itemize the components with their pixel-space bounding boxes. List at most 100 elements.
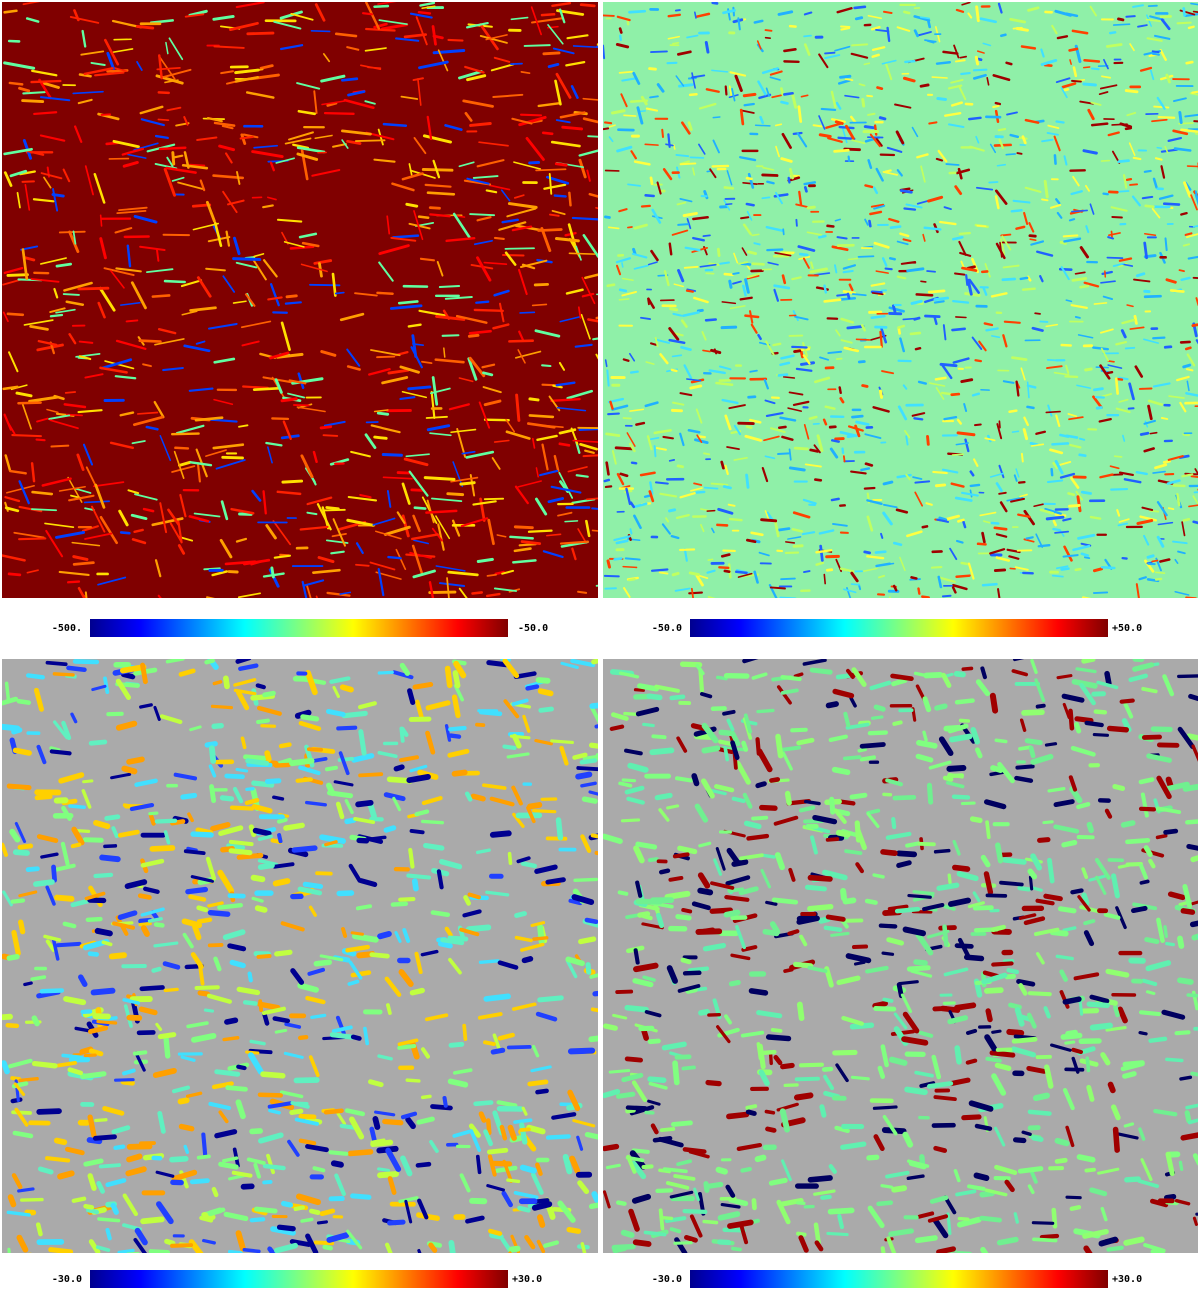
- texture: [377, 568, 385, 597]
- texture: [545, 1134, 571, 1140]
- texture: [22, 91, 46, 95]
- texture: [567, 1047, 596, 1055]
- texture: [1076, 1154, 1096, 1163]
- texture: [370, 1138, 386, 1144]
- texture: [39, 96, 71, 102]
- texture: [798, 1062, 824, 1068]
- texture: [208, 745, 217, 764]
- texture: [434, 358, 465, 364]
- texture: [780, 157, 793, 163]
- texture: [615, 989, 634, 994]
- texture: [264, 778, 282, 785]
- texture: [470, 793, 486, 802]
- texture: [791, 528, 804, 533]
- texture: [882, 997, 894, 1003]
- texture: [154, 559, 162, 578]
- texture: [892, 584, 898, 592]
- texture: [1026, 384, 1037, 389]
- texture: [902, 926, 927, 937]
- texture: [156, 1201, 174, 1225]
- texture: [1136, 519, 1154, 526]
- texture: [81, 789, 92, 809]
- texture: [540, 227, 552, 253]
- texture: [966, 278, 973, 296]
- texture: [863, 486, 876, 490]
- texture: [66, 665, 87, 673]
- texture: [1167, 891, 1186, 901]
- texture: [702, 942, 727, 952]
- texture: [21, 180, 35, 183]
- texture: [49, 313, 64, 318]
- texture: [93, 481, 125, 488]
- texture: [166, 106, 182, 112]
- texture: [699, 263, 717, 268]
- texture: [248, 824, 257, 838]
- texture: [802, 659, 827, 666]
- texture: [735, 760, 751, 785]
- texture: [615, 42, 630, 49]
- texture: [700, 523, 705, 533]
- texture: [668, 327, 680, 341]
- texture: [84, 591, 88, 598]
- texture: [1121, 318, 1136, 325]
- texture: [569, 1155, 581, 1174]
- texture: [968, 116, 982, 121]
- texture: [673, 1174, 696, 1181]
- texture: [211, 570, 229, 577]
- texture: [402, 928, 411, 943]
- texture: [808, 415, 818, 420]
- texture: [395, 548, 407, 571]
- texture: [765, 340, 775, 356]
- texture: [886, 937, 905, 946]
- texture: [957, 1216, 982, 1228]
- texture: [960, 260, 965, 269]
- texture: [497, 960, 519, 970]
- texture: [1016, 152, 1023, 155]
- texture: [287, 392, 306, 399]
- texture: [6, 273, 29, 277]
- texture: [1059, 240, 1067, 245]
- texture: [431, 497, 463, 503]
- texture: [118, 509, 129, 527]
- texture: [177, 544, 186, 555]
- texture: [262, 1163, 286, 1171]
- texture: [35, 438, 46, 442]
- texture: [565, 288, 584, 295]
- texture: [1143, 241, 1148, 260]
- texture: [129, 802, 155, 812]
- texture: [934, 703, 948, 711]
- texture: [574, 343, 593, 348]
- texture: [499, 1124, 508, 1141]
- texture: [7, 1194, 17, 1208]
- texture: [677, 984, 701, 993]
- texture: [722, 1227, 746, 1233]
- texture: [420, 949, 439, 957]
- texture: [558, 442, 571, 447]
- texture: [110, 1202, 119, 1215]
- texture: [88, 1048, 104, 1057]
- texture: [140, 925, 150, 937]
- texture: [36, 744, 47, 765]
- texture: [362, 12, 373, 16]
- texture: [1125, 838, 1151, 845]
- texture: [341, 139, 349, 149]
- texture: [578, 149, 598, 157]
- texture: [781, 1159, 792, 1182]
- texture: [1100, 328, 1114, 334]
- texture: [949, 547, 958, 561]
- texture: [814, 376, 831, 384]
- texture: [726, 446, 740, 450]
- texture: [300, 714, 320, 722]
- texture: [803, 186, 808, 193]
- texture: [855, 338, 871, 341]
- texture: [994, 1164, 1018, 1176]
- texture: [688, 591, 703, 595]
- texture: [1165, 1151, 1175, 1177]
- texture: [943, 904, 956, 911]
- texture: [296, 146, 326, 154]
- texture: [478, 1111, 487, 1123]
- texture: [377, 1167, 391, 1172]
- texture: [520, 259, 548, 269]
- texture: [822, 418, 828, 426]
- texture: [686, 378, 702, 382]
